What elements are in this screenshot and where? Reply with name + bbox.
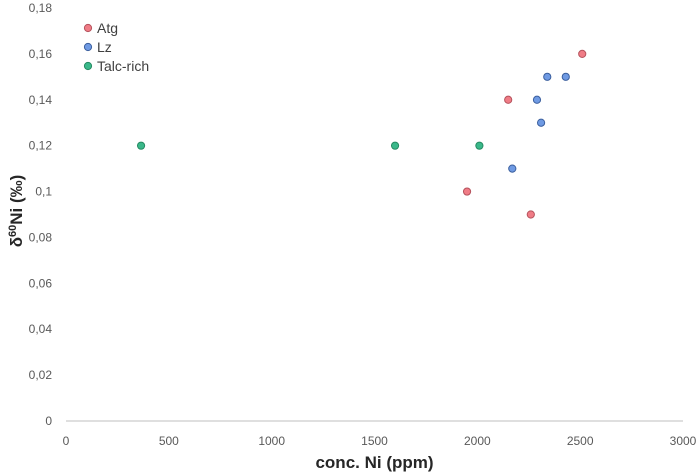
x-tick-label: 0 [63, 434, 70, 448]
data-point-atg [504, 95, 513, 104]
data-point-talc-rich [136, 141, 146, 150]
data-point-atg [578, 49, 587, 58]
legend-label-talc-rich: Talc-rich [97, 58, 149, 74]
y-tick-label: 0,08 [29, 230, 53, 244]
y-tick-label: 0,04 [29, 322, 53, 336]
y-axis-title-superscript: 60 [7, 225, 19, 237]
x-tick-label: 2500 [567, 434, 594, 448]
y-tick-label: 0,1 [35, 185, 52, 199]
x-tick-labels: 0 500 1000 1500 2000 2500 3000 [63, 434, 697, 448]
x-tick-label: 500 [159, 434, 179, 448]
x-tick-label: 1500 [361, 434, 388, 448]
y-axis-title: δ60Ni (‰) [7, 175, 26, 248]
y-axis-title-prefix: δ [7, 237, 26, 247]
x-tick-label: 1000 [258, 434, 285, 448]
x-tick-label: 3000 [670, 434, 697, 448]
data-point-atg [526, 210, 535, 219]
y-tick-label: 0,18 [29, 1, 53, 15]
y-tick-label: 0,14 [29, 93, 53, 107]
legend: Atg Lz Talc-rich [83, 20, 149, 74]
y-tick-label: 0 [45, 414, 52, 428]
data-point-lz [536, 118, 546, 127]
x-axis-title: conc. Ni (ppm) [315, 453, 433, 472]
y-tick-label: 0,02 [29, 368, 53, 382]
y-tick-label: 0,12 [29, 139, 53, 153]
data-point-talc-rich [475, 141, 484, 150]
data-point-talc-rich [390, 141, 400, 150]
y-tick-label: 0,06 [29, 276, 53, 290]
data-point-lz [508, 164, 517, 173]
x-tick-label: 2000 [464, 434, 491, 448]
legend-label-atg: Atg [97, 20, 118, 36]
y-tick-labels: 0 0,02 0,04 0,06 0,08 0,1 0,12 0,14 0,16 0,18 [29, 1, 53, 428]
legend-marker-talc-rich [83, 61, 93, 71]
data-point-lz [532, 95, 542, 104]
y-tick-label: 0,16 [29, 47, 53, 61]
legend-marker-lz [83, 42, 93, 52]
data-point-lz [561, 72, 570, 81]
y-axis-title-suffix: Ni (‰) [7, 175, 26, 225]
data-point-lz [543, 72, 552, 81]
legend-marker-atg [83, 23, 93, 33]
legend-label-lz: Lz [97, 39, 112, 55]
data-point-atg [462, 187, 472, 196]
data-points [136, 49, 587, 219]
